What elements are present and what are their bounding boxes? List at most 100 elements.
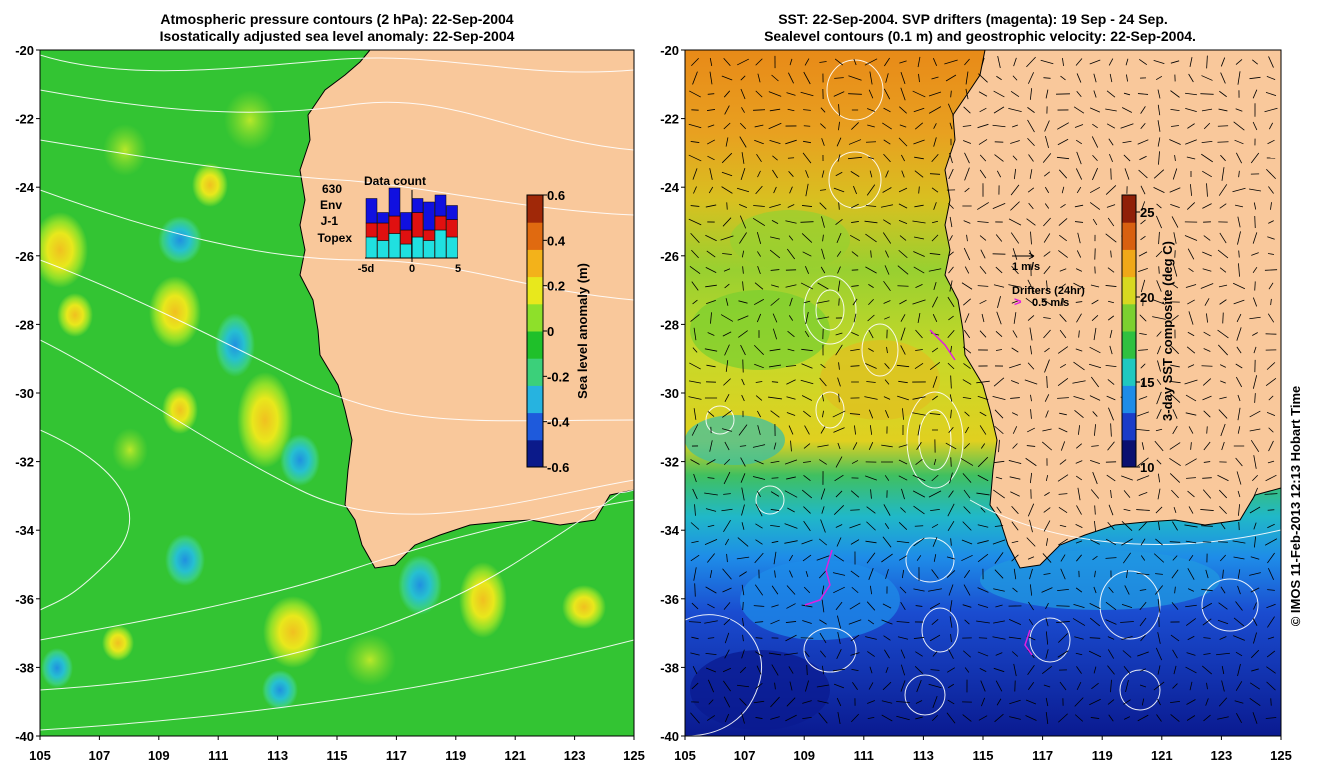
velocity-arrow (1123, 665, 1131, 675)
velocity-arrow (1011, 651, 1019, 657)
velocity-arrow (1043, 317, 1051, 319)
velocity-arrow (1234, 700, 1244, 704)
velocity-arrow (773, 442, 777, 450)
velocity-arrow (1252, 89, 1258, 99)
velocity-arrow (896, 364, 910, 368)
velocity-arrow (1090, 489, 1100, 499)
velocity-arrow (913, 588, 925, 592)
velocity-arrow (757, 425, 761, 435)
velocity-arrow (1264, 493, 1278, 495)
velocity-arrow (1250, 649, 1260, 659)
velocity-arrow (1172, 649, 1178, 659)
velocity-arrow (803, 520, 811, 532)
velocity-arrow (1170, 108, 1180, 112)
velocity-key: 1 m/s Drifters (24hr) > 0.5 m/s (1012, 252, 1085, 309)
velocity-arrow (964, 313, 970, 323)
velocity-arrow (689, 265, 701, 275)
velocity-arrow (1010, 90, 1020, 98)
velocity-arrow (1206, 426, 1208, 434)
velocity-arrow (882, 681, 892, 691)
drifters-speed: 0.5 m/s (1032, 297, 1069, 309)
velocity-arrow (1088, 650, 1102, 658)
velocity-arrow (868, 284, 874, 288)
velocity-arrow (834, 474, 844, 482)
velocity-arrow (1029, 519, 1033, 533)
velocity-arrow (867, 717, 875, 719)
velocity-arrow (1105, 601, 1117, 611)
velocity-arrow (771, 604, 779, 608)
velocity-arrow (931, 154, 939, 162)
velocity-arrow (1203, 461, 1211, 463)
velocity-arrow (1267, 616, 1275, 628)
velocity-arrow (722, 587, 732, 593)
velocity-arrow (898, 137, 908, 147)
velocity-arrow (1252, 712, 1258, 724)
velocity-arrow (1187, 248, 1195, 260)
velocity-arrow (755, 503, 763, 517)
velocity-arrow (690, 205, 700, 207)
velocity-arrow (1169, 457, 1181, 467)
velocity-arrow (1219, 299, 1227, 305)
velocity-arrow (1138, 58, 1148, 66)
velocity-arrow (1220, 522, 1226, 530)
velocity-arrow (883, 635, 891, 641)
velocity-arrow (1121, 521, 1133, 531)
velocity-arrow (801, 233, 813, 243)
velocity-arrow (821, 506, 825, 514)
velocity-arrow (690, 314, 700, 322)
velocity-arrow (753, 344, 765, 356)
velocity-arrow (1073, 603, 1085, 609)
velocity-arrow (1026, 445, 1036, 447)
velocity-arrow (786, 92, 796, 96)
velocity-arrow (1171, 345, 1179, 355)
velocity-arrow (721, 428, 733, 432)
colorbar-swatch (1122, 303, 1136, 332)
velocity-arrow (1201, 665, 1213, 675)
velocity-arrow (1156, 379, 1162, 385)
velocity-arrow (688, 218, 702, 226)
velocity-arrow (738, 204, 748, 208)
velocity-arrow (1252, 232, 1258, 244)
velocity-arrow (1233, 617, 1245, 627)
velocity-arrow (1012, 155, 1018, 161)
velocity-arrow (802, 251, 812, 257)
velocity-arrow (1089, 107, 1101, 113)
velocity-arrow (1236, 712, 1242, 724)
velocity-arrow (994, 154, 1004, 162)
velocity-arrow (915, 700, 923, 704)
velocity-arrow (916, 679, 922, 693)
velocity-arrow (801, 205, 813, 207)
velocity-arrow (1029, 88, 1033, 100)
velocity-arrow (1184, 524, 1198, 528)
velocity-arrow (1058, 169, 1068, 179)
velocity-arrow (947, 683, 955, 689)
velocity-arrow (1185, 604, 1197, 608)
lon-tick-label: 111 (854, 748, 874, 763)
velocity-arrow (931, 234, 939, 242)
velocity-arrow (789, 681, 793, 691)
velocity-arrow (885, 569, 889, 579)
velocity-arrow (801, 489, 813, 499)
velocity-arrow (1174, 154, 1176, 162)
velocity-arrow (1252, 297, 1258, 307)
velocity-arrow (1185, 412, 1197, 416)
velocity-arrow (1158, 521, 1160, 531)
velocity-arrow (1030, 394, 1032, 402)
velocity-arrow (1089, 637, 1101, 639)
australia-landmass-sst (944, 50, 1281, 569)
velocity-arrow (721, 171, 733, 177)
velocity-arrow (785, 139, 797, 145)
velocity-arrow (1202, 489, 1212, 499)
velocity-arrow (1203, 410, 1211, 418)
velocity-arrow (1092, 155, 1098, 161)
velocity-arrow (1249, 506, 1261, 514)
velocity-arrow (900, 87, 906, 101)
velocity-arrow (1187, 331, 1195, 337)
velocity-arrow (913, 236, 925, 240)
velocity-arrow (1010, 491, 1020, 497)
velocity-arrow (1121, 538, 1133, 546)
lat-tick-label: -34 (15, 523, 35, 538)
velocity-arrow (1044, 359, 1050, 373)
velocity-arrow (1056, 156, 1070, 160)
velocity-arrow (707, 637, 715, 639)
